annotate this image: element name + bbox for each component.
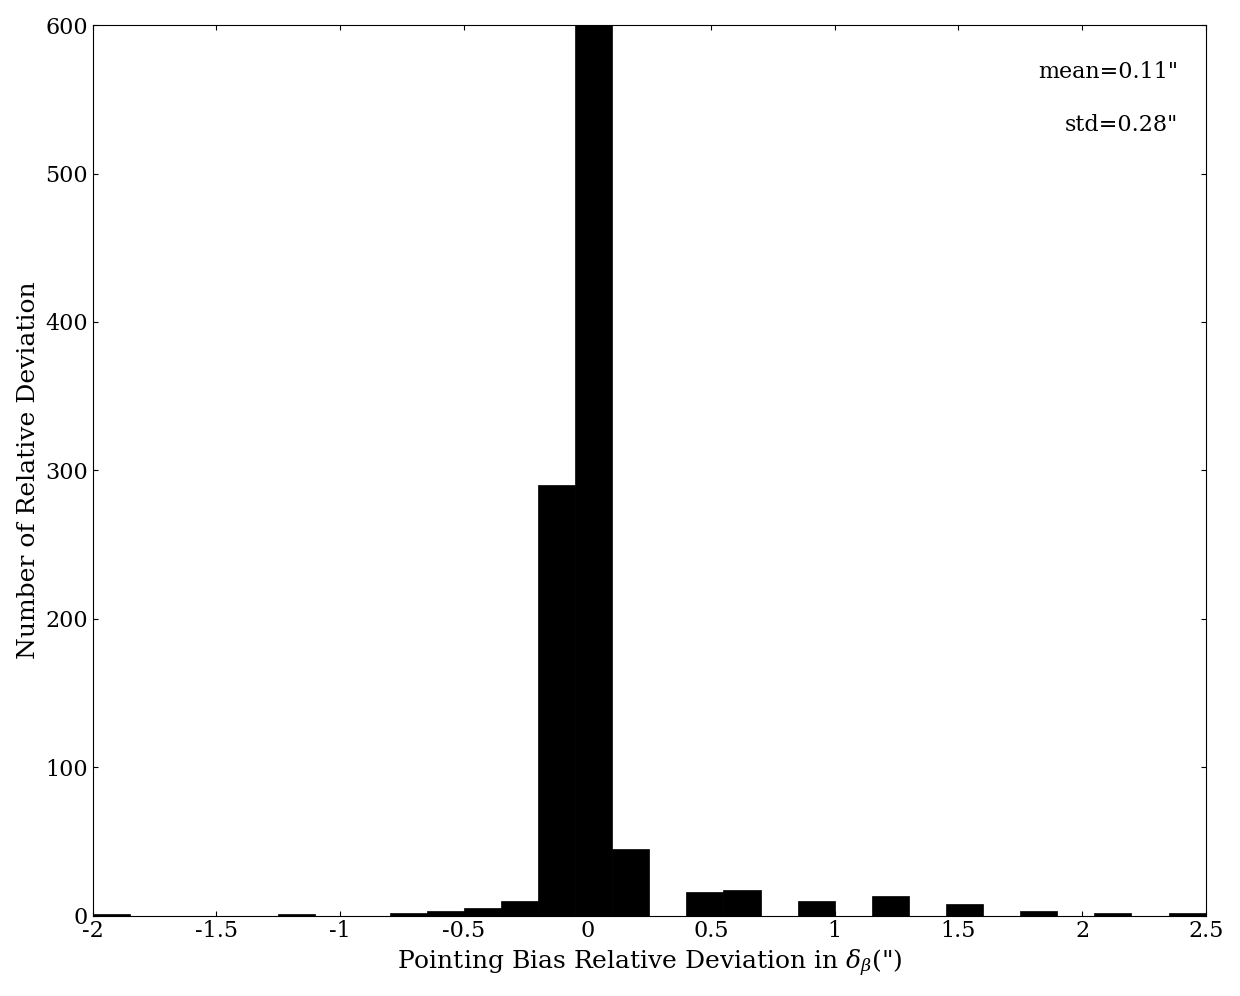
Bar <box>389 912 427 915</box>
Bar <box>427 911 464 915</box>
Text: mean=0.11": mean=0.11" <box>1038 61 1178 83</box>
Bar <box>278 914 315 915</box>
Y-axis label: Number of Relative Deviation: Number of Relative Deviation <box>16 282 40 659</box>
Bar <box>575 25 613 915</box>
Bar <box>501 900 538 915</box>
Bar <box>1095 912 1131 915</box>
Bar <box>723 890 760 915</box>
Text: std=0.28": std=0.28" <box>1065 115 1178 136</box>
Bar <box>613 849 650 915</box>
Bar <box>538 485 575 915</box>
Bar <box>686 891 723 915</box>
Bar <box>464 908 501 915</box>
Bar <box>1168 912 1205 915</box>
Bar <box>872 896 909 915</box>
Bar <box>797 900 835 915</box>
Bar <box>93 914 130 915</box>
Bar <box>1021 911 1058 915</box>
Bar <box>946 903 983 915</box>
X-axis label: Pointing Bias Relative Deviation in $\delta_{\beta}$("): Pointing Bias Relative Deviation in $\de… <box>397 948 901 979</box>
